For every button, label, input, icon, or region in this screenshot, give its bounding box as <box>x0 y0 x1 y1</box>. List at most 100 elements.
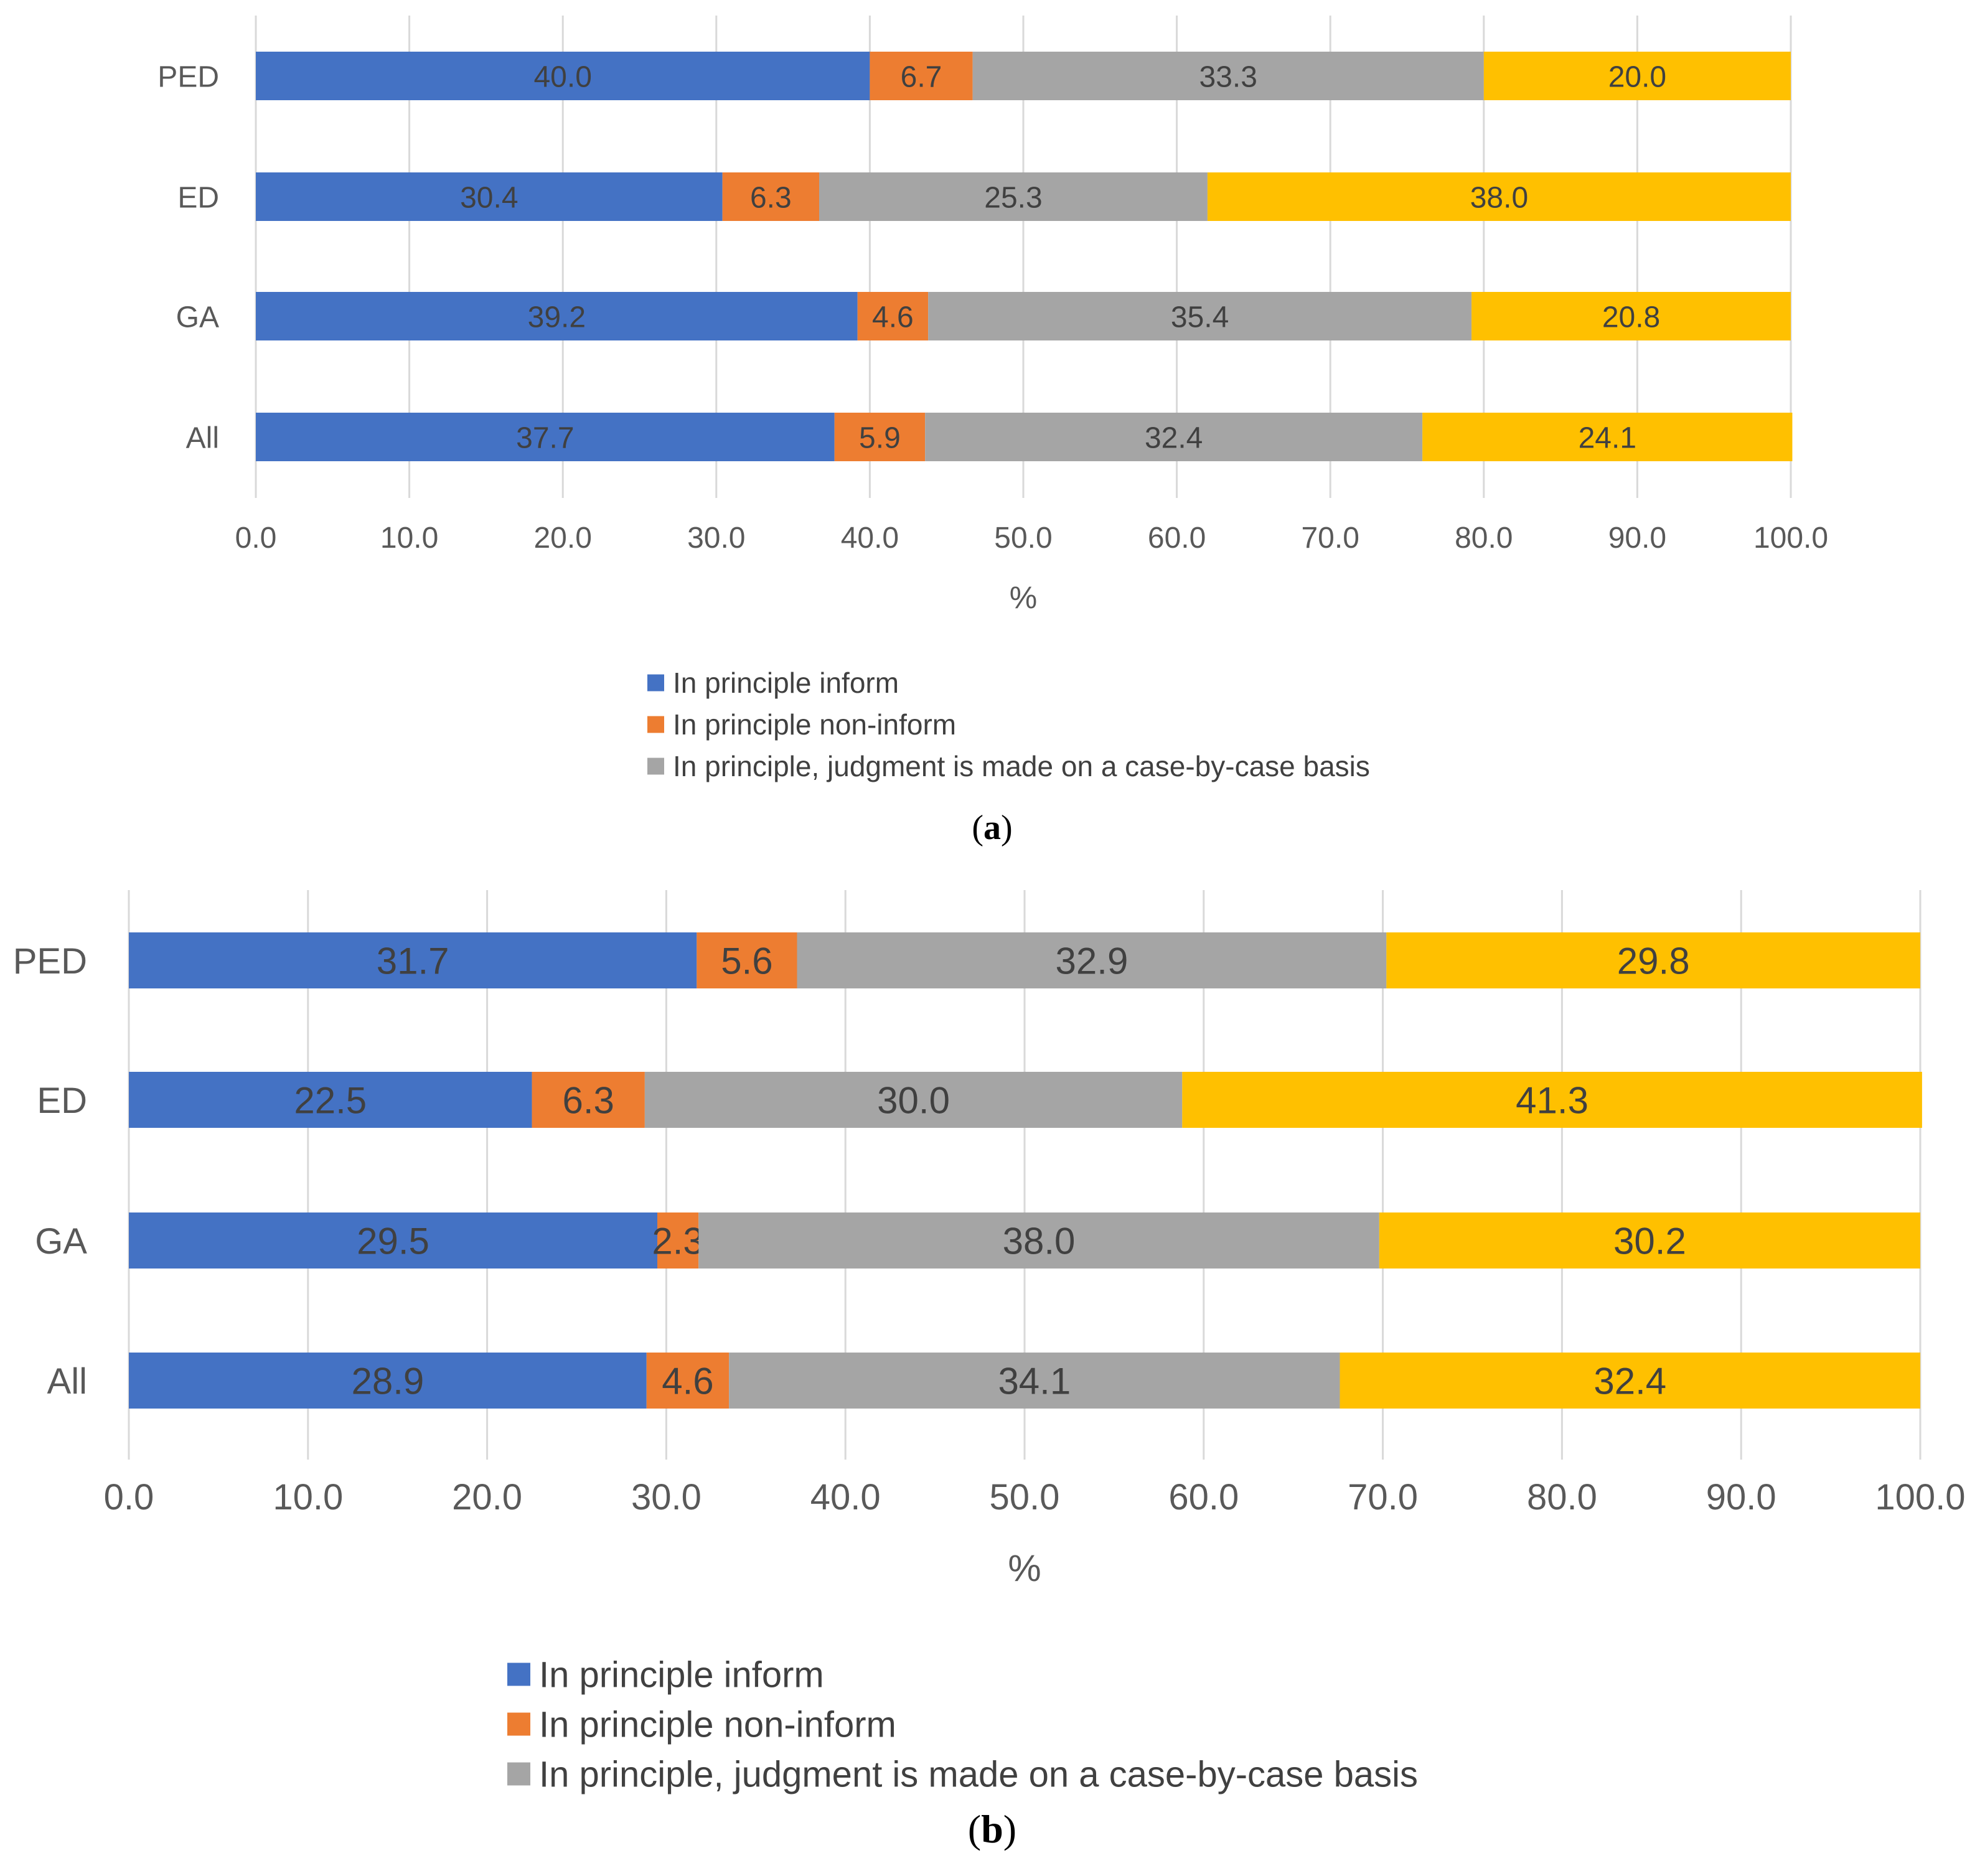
x-tick-label: 0.0 <box>235 522 277 555</box>
category-label: PED <box>157 60 219 93</box>
x-tick-label: 70.0 <box>1301 522 1359 555</box>
x-tick-label: 60.0 <box>1168 1477 1239 1517</box>
data-label: 39.2 <box>528 301 586 334</box>
x-tick-label: 90.0 <box>1608 522 1666 555</box>
data-label: 32.4 <box>1145 421 1203 454</box>
data-label: 6.3 <box>562 1080 614 1122</box>
x-tick-label: 10.0 <box>273 1477 343 1517</box>
category-label: ED <box>37 1081 87 1121</box>
bar-segment-series-2 <box>657 1212 699 1269</box>
bar-row-ped: PED 31.7 5.6 32.9 29.8 <box>13 932 1920 988</box>
data-label: 5.9 <box>859 421 901 454</box>
category-label: PED <box>13 941 87 982</box>
bar-segment-series-2 <box>722 172 820 221</box>
x-tick-label: 50.0 <box>994 522 1052 555</box>
bar-segment-series-3 <box>698 1212 1379 1269</box>
legend-swatch <box>507 1712 530 1736</box>
data-label: 34.1 <box>998 1361 1071 1402</box>
chart-panel-a: 0.0 10.0 20.0 30.0 40.0 50.0 60.0 70.0 80.0 90.0 1… <box>157 16 1828 847</box>
legend-swatch <box>507 1663 530 1686</box>
bar-segment-series-2 <box>834 413 926 461</box>
legend-label: In principle non-inform <box>539 1704 896 1745</box>
data-label: 30.4 <box>460 181 518 214</box>
bar-segment-series-2 <box>697 932 797 988</box>
x-tick-label: 90.0 <box>1706 1477 1776 1517</box>
legend: In principle inform In principle non-info… <box>507 1654 1418 1794</box>
bar-segment-series-2 <box>857 292 929 340</box>
category-label: All <box>186 421 219 454</box>
bar-row-ga: GA 39.2 4.6 35.4 20.8 <box>176 292 1791 340</box>
data-label: 30.2 <box>1613 1221 1686 1262</box>
x-tick-label: 10.0 <box>380 522 438 555</box>
bar-segment-series-4 <box>1379 1212 1920 1269</box>
bar-segment-series-1 <box>256 292 858 340</box>
x-axis-title: % <box>1010 580 1037 615</box>
data-label: 4.6 <box>872 301 914 334</box>
bar-segment-series-3 <box>972 52 1484 100</box>
bar-row-ped: PED 40.0 6.7 33.3 20.0 <box>157 52 1791 100</box>
bar-row-all: All 37.7 5.9 32.4 24.1 <box>186 413 1793 461</box>
bar-segment-series-1 <box>129 1072 532 1128</box>
x-tick-label: 30.0 <box>687 522 745 555</box>
bar-segment-series-4 <box>1483 52 1791 100</box>
x-tick-label: 20.0 <box>533 522 591 555</box>
data-label: 40.0 <box>533 60 591 93</box>
data-label: 28.9 <box>351 1361 424 1402</box>
data-label: 24.1 <box>1579 421 1636 454</box>
x-tick-label: 30.0 <box>631 1477 702 1517</box>
bar-segment-series-1 <box>129 932 697 988</box>
data-label: 25.3 <box>984 181 1042 214</box>
bar-segment-series-3 <box>819 172 1208 221</box>
data-label: 20.8 <box>1602 301 1660 334</box>
bar-segment-series-3 <box>729 1353 1340 1409</box>
data-label: 29.8 <box>1617 940 1690 982</box>
x-tick-label: 50.0 <box>990 1477 1060 1517</box>
x-tick-label: 40.0 <box>841 522 899 555</box>
chart-panel-b: 0.0 10.0 20.0 30.0 40.0 50.0 60.0 70.0 80.0 90.0 1… <box>13 890 1966 1851</box>
data-label: 35.4 <box>1171 301 1229 334</box>
panel-caption: (b) <box>968 1807 1016 1851</box>
legend-label: In principle non-inform <box>673 708 956 741</box>
legend-label: In principle inform <box>539 1654 824 1695</box>
data-label: 20.0 <box>1608 60 1666 93</box>
legend-swatch <box>647 716 664 733</box>
x-tick-label: 60.0 <box>1148 522 1206 555</box>
bar-segment-series-3 <box>797 932 1387 988</box>
bar-segment-series-4 <box>1386 932 1920 988</box>
legend-swatch <box>647 674 664 692</box>
data-label: 4.6 <box>662 1361 713 1402</box>
bar-segment-series-1 <box>129 1353 647 1409</box>
data-label: 29.5 <box>357 1221 429 1262</box>
category-label: All <box>47 1361 87 1402</box>
data-label: 32.4 <box>1593 1361 1666 1402</box>
data-label: 6.3 <box>750 181 792 214</box>
data-label: 5.6 <box>721 940 772 982</box>
bar-row-ed: ED 22.5 6.3 30.0 41.3 <box>37 1072 1922 1128</box>
category-label: GA <box>176 301 219 334</box>
bar-segment-series-3 <box>925 413 1423 461</box>
bar-segment-series-3 <box>928 292 1472 340</box>
panel-caption-letter: b <box>981 1807 1003 1851</box>
category-label: ED <box>177 181 219 214</box>
bar-segment-series-1 <box>256 52 870 100</box>
data-label: 32.9 <box>1056 940 1129 982</box>
x-tick-label: 0.0 <box>104 1477 154 1517</box>
data-label: 2.3 <box>652 1221 703 1262</box>
data-label: 6.7 <box>901 60 942 93</box>
x-tick-label: 70.0 <box>1348 1477 1418 1517</box>
bar-segment-series-4 <box>1422 413 1793 461</box>
legend-label: In principle inform <box>673 667 899 699</box>
legend: In principle inform In principle non-info… <box>647 667 1370 782</box>
x-tick-label: 80.0 <box>1455 522 1513 555</box>
legend-label: In principle, judgment is made on a case… <box>673 750 1370 782</box>
panel-caption-letter: a <box>983 809 1001 847</box>
bar-row-ed: ED 30.4 6.3 25.3 38.0 <box>177 172 1791 221</box>
bar-segment-series-3 <box>644 1072 1183 1128</box>
x-tick-label: 80.0 <box>1527 1477 1597 1517</box>
bar-segment-series-2 <box>532 1072 645 1128</box>
bar-segment-series-4 <box>1207 172 1791 221</box>
panel-caption: (a) <box>972 809 1012 847</box>
legend-swatch <box>507 1762 530 1786</box>
category-label: GA <box>35 1221 87 1262</box>
